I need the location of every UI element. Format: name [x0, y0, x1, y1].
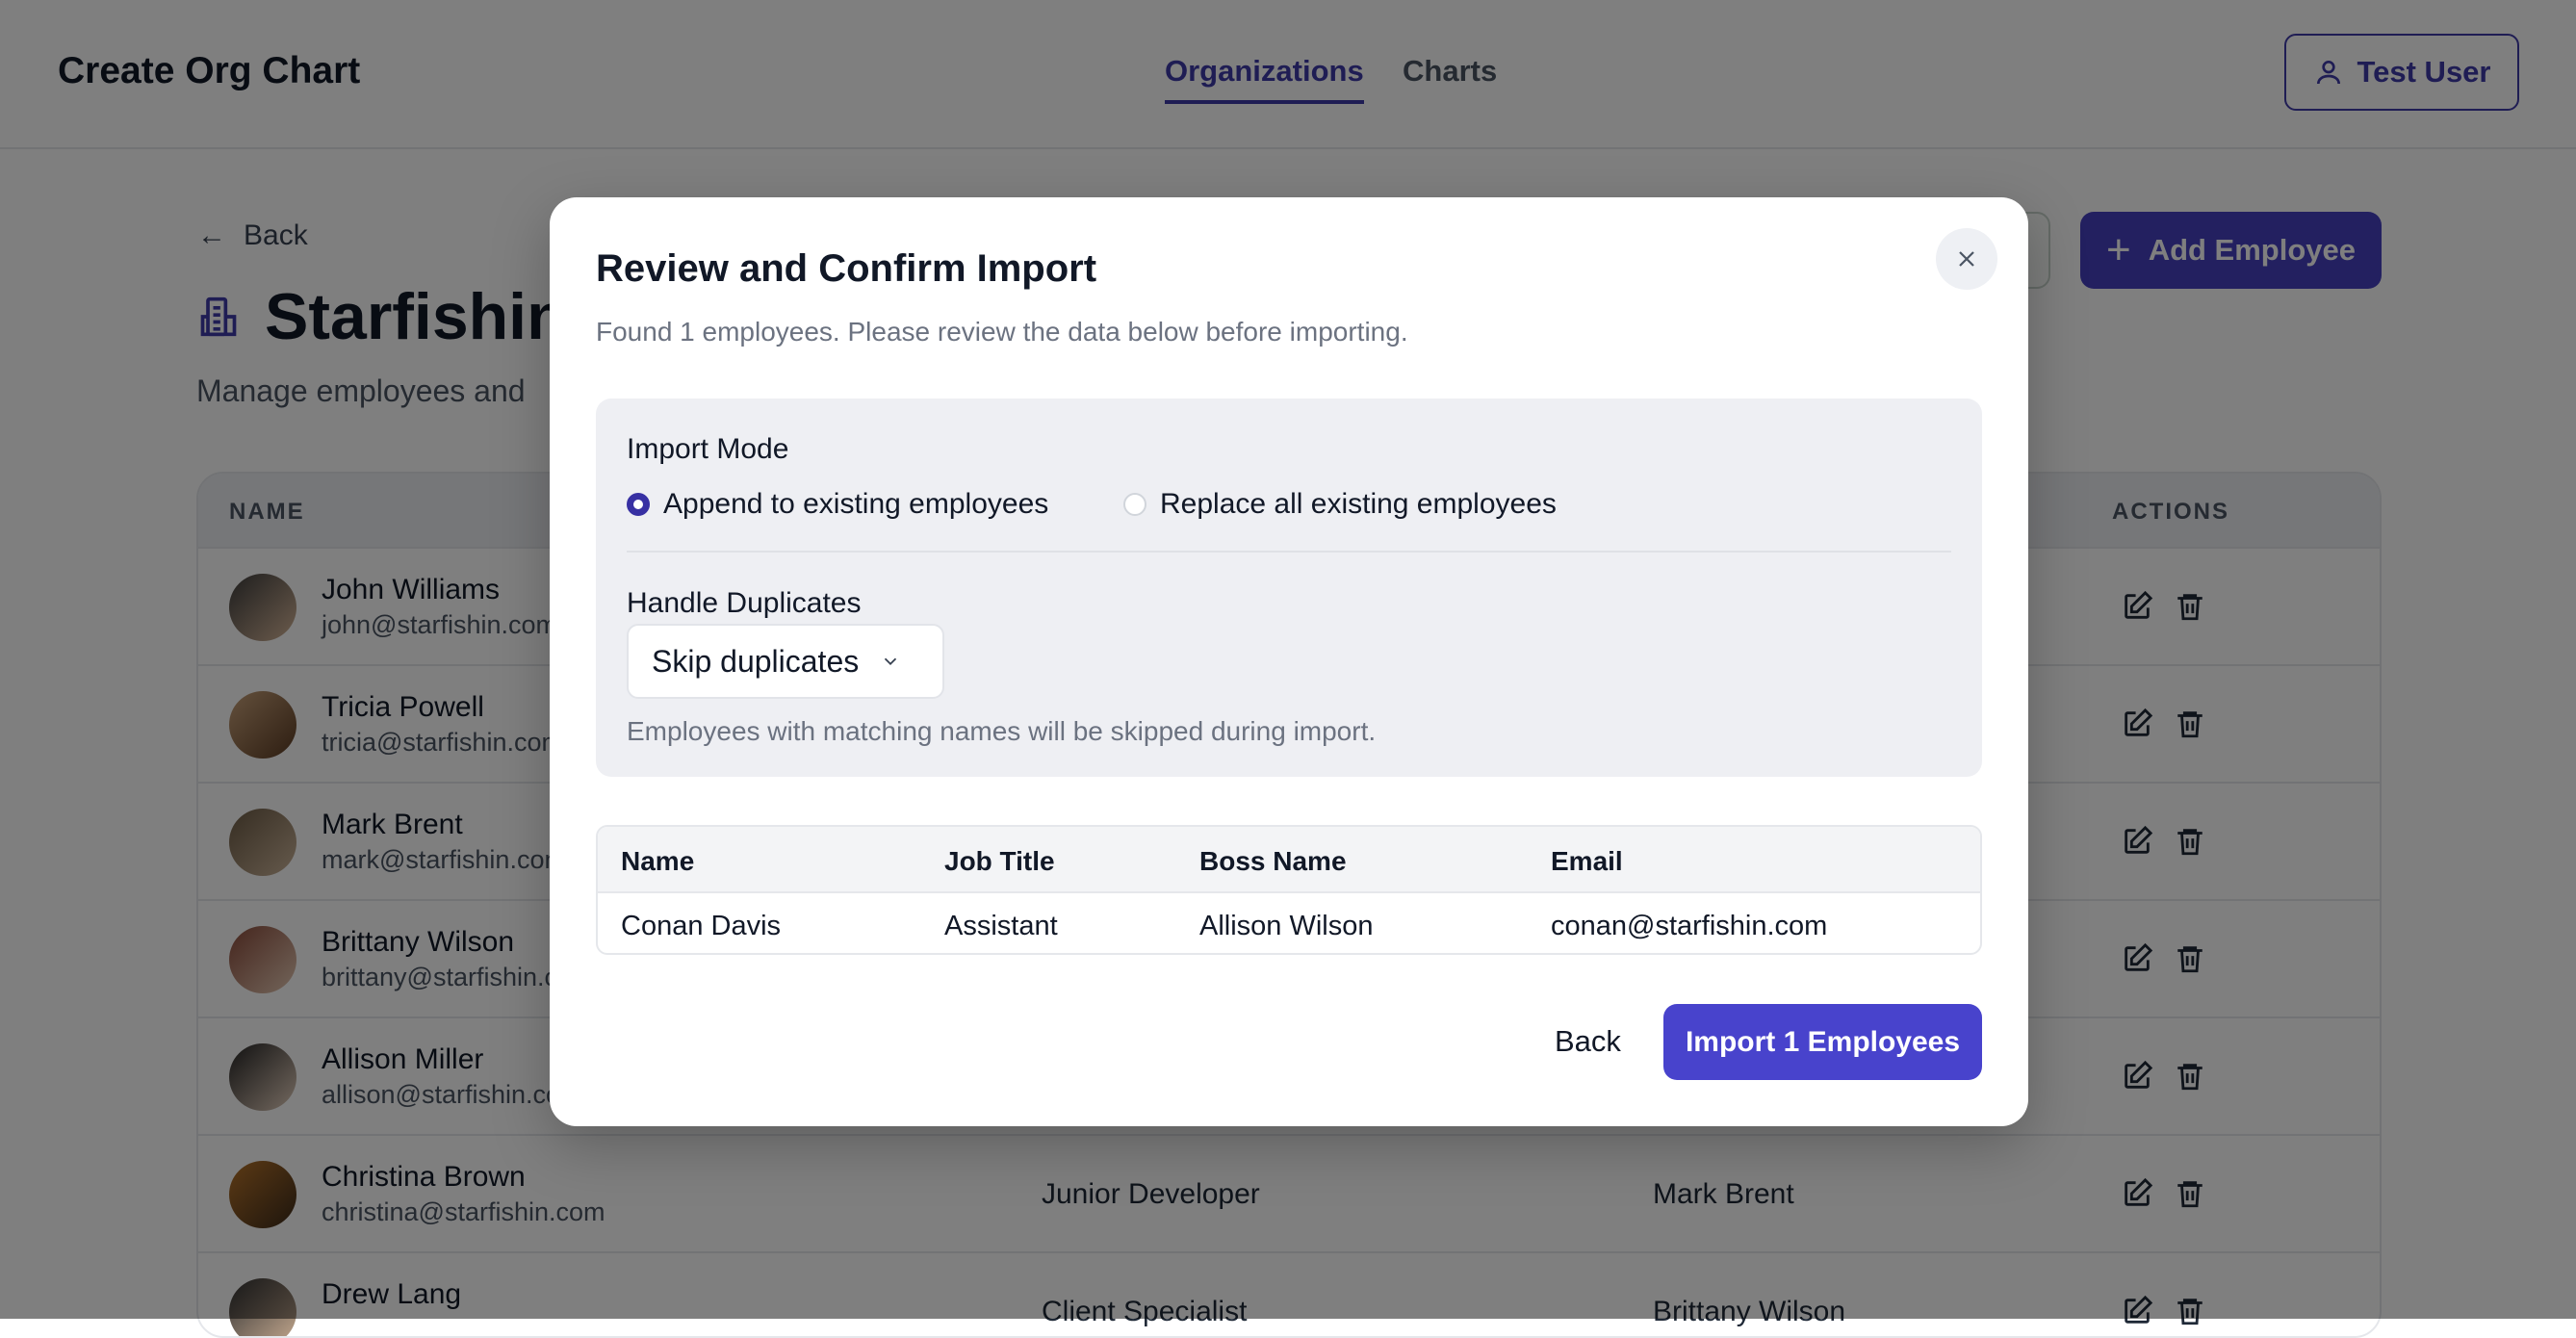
preview-header: Name Job Title Boss Name Email — [598, 827, 1980, 893]
chevron-down-icon — [885, 657, 897, 666]
preview-row: Conan Davis Assistant Allison Wilson con… — [598, 893, 1980, 953]
modal-subtitle: Found 1 employees. Please review the dat… — [596, 317, 1408, 347]
handle-duplicates-label: Handle Duplicates — [627, 587, 862, 619]
modal-title: Review and Confirm Import — [596, 247, 1097, 290]
duplicates-help: Employees with matching names will be sk… — [627, 716, 1377, 746]
preview-job: Assistant — [944, 911, 1058, 941]
import-mode-label: Import Mode — [627, 433, 789, 465]
import-review-modal: Review and Confirm Import Found 1 employ… — [550, 197, 2028, 1126]
radio-replace[interactable]: Replace all existing employees — [1123, 488, 1557, 521]
duplicates-select-value: Skip duplicates — [652, 643, 860, 679]
preview-name: Conan Davis — [621, 911, 782, 941]
preview-table: Name Job Title Boss Name Email Conan Dav… — [596, 825, 1982, 955]
preview-col-boss: Boss Name — [1199, 846, 1347, 876]
preview-boss: Allison Wilson — [1199, 911, 1374, 941]
duplicates-select[interactable]: Skip duplicates — [627, 624, 944, 699]
modal-back-button[interactable]: Back — [1555, 1024, 1621, 1058]
import-options-panel: Import Mode Append to existing employees… — [596, 399, 1982, 777]
radio-append[interactable]: Append to existing employees — [627, 488, 1048, 521]
close-icon — [1959, 251, 1974, 267]
radio-checked[interactable] — [627, 493, 650, 516]
radio-replace-label: Replace all existing employees — [1160, 488, 1557, 520]
radio-append-label: Append to existing employees — [663, 488, 1049, 520]
preview-col-name: Name — [621, 846, 695, 876]
radio-unchecked[interactable] — [1123, 493, 1146, 516]
import-employees-button[interactable]: Import 1 Employees — [1663, 1004, 1982, 1080]
preview-email: conan@starfishin.com — [1551, 911, 1828, 941]
close-button[interactable] — [1936, 228, 1997, 290]
preview-col-email: Email — [1551, 846, 1623, 876]
preview-col-job: Job Title — [944, 846, 1055, 876]
divider — [627, 551, 1951, 553]
